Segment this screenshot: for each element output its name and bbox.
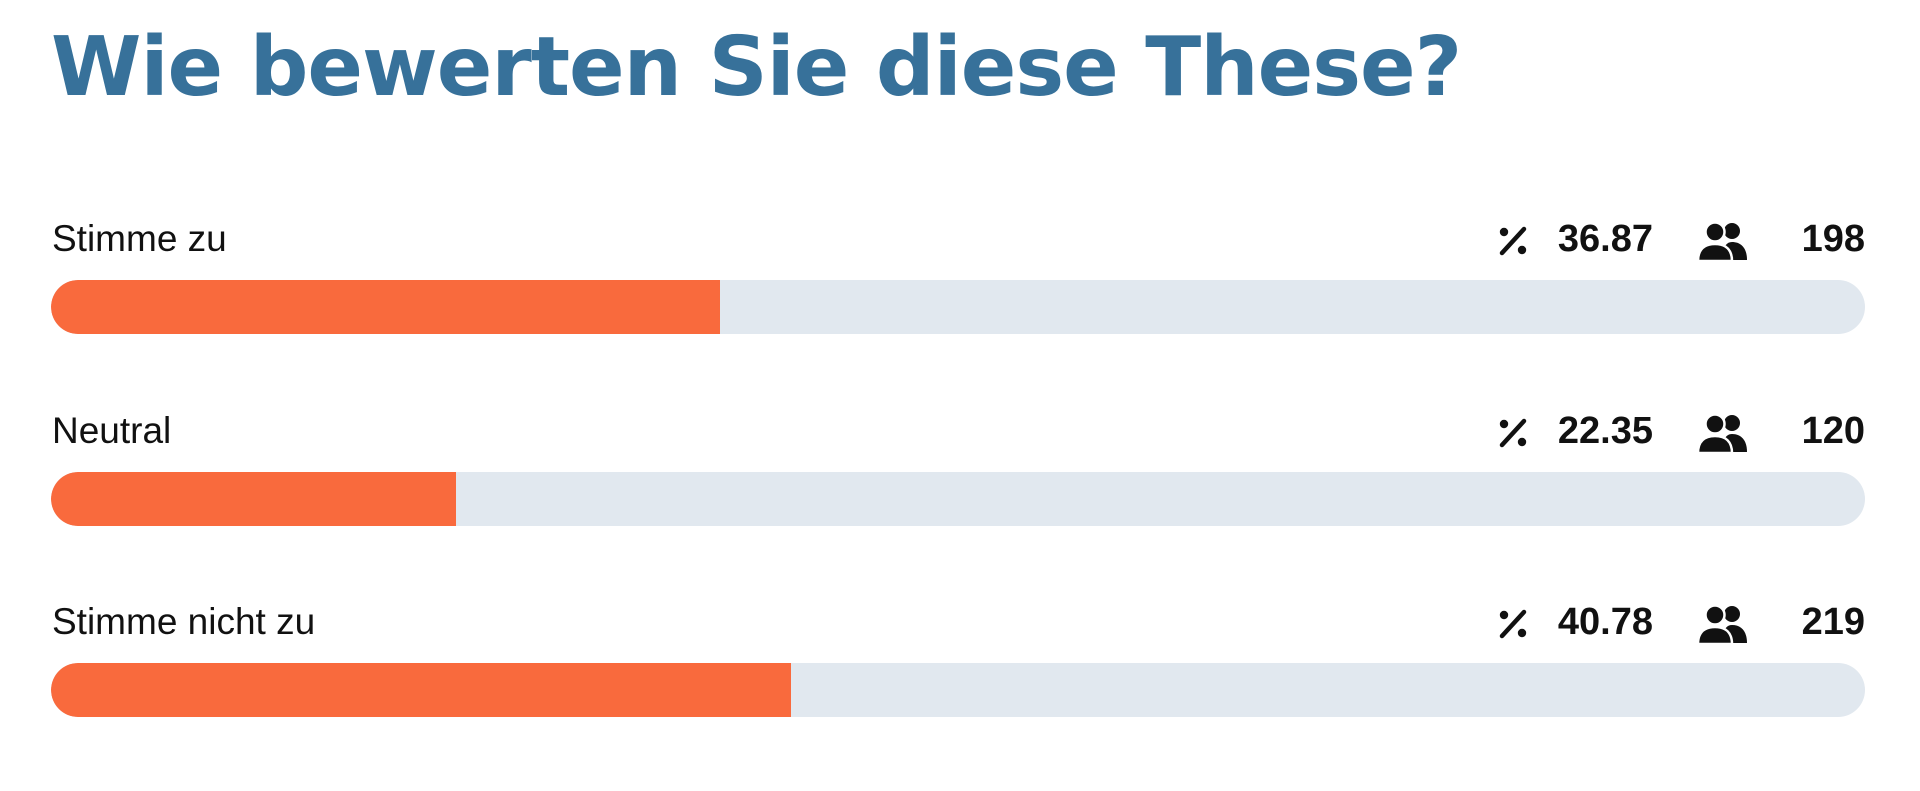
option-header: Stimme nicht zu 40.78 219 (51, 597, 1865, 647)
option-label: Neutral (52, 410, 172, 451)
count-value: 219 (1801, 601, 1865, 643)
option-label: Stimme zu (52, 218, 227, 259)
percent-icon (1499, 226, 1527, 256)
option-label: Stimme nicht zu (52, 601, 316, 642)
option-header: Neutral 22.35 120 (51, 406, 1865, 456)
poll-option: Stimme nicht zu 40.78 219 (51, 597, 1865, 729)
count-value: 120 (1801, 410, 1865, 452)
percent-value: 36.87 (1557, 218, 1653, 260)
poll-title: Wie bewerten Sie diese These? (51, 20, 1462, 115)
poll-option: Neutral 22.35 120 (51, 406, 1865, 538)
progress-bar-track (51, 280, 1865, 334)
poll-option: Stimme zu 36.87 198 (51, 214, 1865, 346)
percent-value: 40.78 (1557, 601, 1653, 643)
users-icon (1697, 413, 1747, 454)
option-stats: 40.78 219 (1497, 597, 1865, 647)
progress-bar-fill (51, 472, 457, 526)
progress-bar-fill (51, 280, 720, 334)
users-icon (1697, 604, 1747, 645)
progress-bar-fill (51, 663, 791, 717)
progress-bar-track (51, 663, 1865, 717)
option-header: Stimme zu 36.87 198 (51, 214, 1865, 264)
option-stats: 36.87 198 (1497, 214, 1865, 264)
percent-icon (1499, 609, 1527, 639)
progress-bar-track (51, 472, 1865, 526)
option-stats: 22.35 120 (1497, 406, 1865, 456)
count-value: 198 (1801, 218, 1865, 260)
percent-value: 22.35 (1557, 410, 1653, 452)
percent-icon (1499, 418, 1527, 448)
users-icon (1697, 221, 1747, 262)
